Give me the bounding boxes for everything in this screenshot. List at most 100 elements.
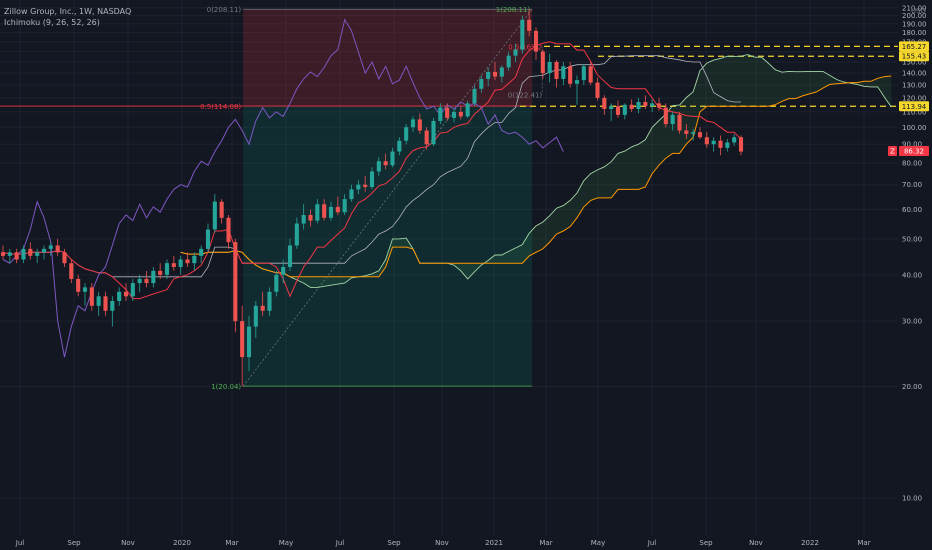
y-tick-label: 210.00 xyxy=(902,4,927,12)
candle-body xyxy=(609,106,614,110)
candle xyxy=(369,167,375,190)
candle-body xyxy=(212,201,217,230)
candle xyxy=(294,217,299,249)
fib-label-bottom: 1(20.04) xyxy=(211,383,241,391)
candle-body xyxy=(315,204,320,221)
candle-body xyxy=(89,287,94,306)
candle-body xyxy=(103,296,108,311)
candle xyxy=(410,116,416,133)
candle-body xyxy=(424,130,429,145)
candle-body xyxy=(240,321,245,358)
fib-label-top: 0(208.11) xyxy=(207,6,242,14)
candle xyxy=(233,238,238,333)
candle xyxy=(82,283,88,306)
y-tick-label: 140.00 xyxy=(902,70,927,78)
candle xyxy=(96,291,101,316)
candle-body xyxy=(554,61,559,79)
candle-body xyxy=(615,106,621,115)
candle-body xyxy=(533,30,539,52)
candle xyxy=(458,106,463,120)
candle xyxy=(383,153,388,170)
candle xyxy=(192,252,197,271)
candle-body xyxy=(684,130,689,134)
candle-body xyxy=(281,266,286,275)
candle xyxy=(499,65,504,83)
candle-body xyxy=(226,217,231,243)
candle-body xyxy=(438,107,443,121)
candle xyxy=(144,270,149,288)
price-tag-label: 86.32 xyxy=(904,147,924,155)
candle-body xyxy=(76,278,81,292)
y-tick-label: 30.00 xyxy=(902,318,922,326)
candle-body xyxy=(192,255,197,264)
candle xyxy=(14,248,19,264)
candle xyxy=(663,103,668,128)
price-tag: 155.43 xyxy=(899,51,929,62)
candle xyxy=(574,75,580,105)
x-tick-label: Sep xyxy=(699,539,713,547)
candle-body xyxy=(738,137,744,152)
ichimoku-span-a xyxy=(180,54,892,288)
candle-body xyxy=(506,55,511,68)
candle xyxy=(123,283,129,301)
candle-body xyxy=(479,78,484,89)
y-tick-label: 50.00 xyxy=(902,235,922,243)
candle xyxy=(178,255,183,275)
candle xyxy=(527,9,532,37)
candle-body xyxy=(69,263,74,279)
y-tick-label: 90.00 xyxy=(902,141,922,149)
candle xyxy=(226,214,231,249)
candle-body xyxy=(21,248,26,260)
x-tick-label: Jul xyxy=(15,539,25,547)
price-tag-bg xyxy=(899,51,929,62)
candle-body xyxy=(670,114,675,125)
candle xyxy=(486,67,491,87)
candle xyxy=(267,287,272,316)
fib-zone-lower xyxy=(243,106,533,387)
candle xyxy=(315,199,320,224)
candle xyxy=(164,259,170,279)
candle xyxy=(691,128,696,141)
candle xyxy=(738,135,744,156)
x-tick-label: Mar xyxy=(539,539,552,547)
x-tick-label: Jul xyxy=(647,539,657,547)
candle-body xyxy=(629,104,634,110)
candle-body xyxy=(410,119,416,128)
candle xyxy=(520,15,525,54)
fib-label-top-right: 1(208.11) xyxy=(496,6,531,14)
candle xyxy=(253,300,258,339)
candle xyxy=(424,127,429,150)
candle xyxy=(55,238,60,256)
candle xyxy=(650,99,655,112)
candle-body xyxy=(376,161,381,172)
x-tick-label: Mar xyxy=(857,539,870,547)
candle-body xyxy=(390,151,395,166)
candle xyxy=(561,61,566,86)
candle-body xyxy=(62,252,67,264)
candle xyxy=(615,100,621,118)
candle xyxy=(438,103,443,125)
candle-body xyxy=(568,66,573,84)
candle-body xyxy=(595,82,600,98)
candle xyxy=(506,51,511,71)
y-tick-label: 200.00 xyxy=(902,12,927,20)
candle-body xyxy=(417,119,422,131)
candle xyxy=(513,43,518,62)
candle xyxy=(301,204,306,230)
candle xyxy=(110,296,115,327)
candle xyxy=(376,157,381,176)
candle xyxy=(328,201,334,221)
candle xyxy=(533,27,539,60)
candle xyxy=(581,64,586,86)
candle xyxy=(7,248,12,264)
price-tag: 165.27 xyxy=(899,41,929,52)
candle xyxy=(431,117,436,147)
candle-body xyxy=(287,245,293,267)
y-tick-label: 10.00 xyxy=(902,495,922,503)
x-tick-label: 2021 xyxy=(485,539,503,547)
candle xyxy=(199,245,204,264)
y-tick-label: 70.00 xyxy=(902,181,922,189)
price-tag: 113.94 xyxy=(899,101,929,112)
